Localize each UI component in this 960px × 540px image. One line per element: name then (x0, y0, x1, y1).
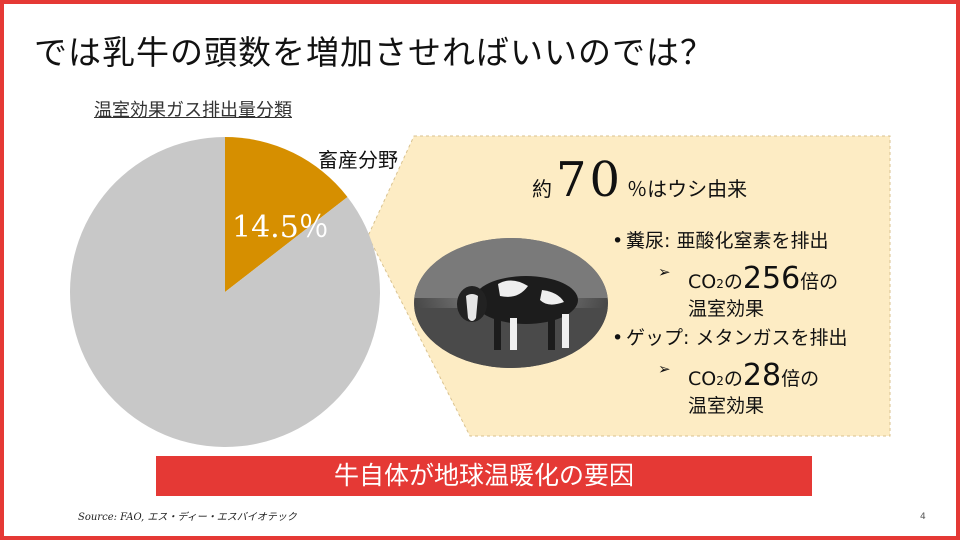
greenhouse-effect-text: 温室効果 (688, 297, 765, 320)
sub-bullet-methane: ➢ CO2の28倍の 温室効果 (612, 358, 847, 418)
slide-title: では乳牛の頭数を増加させればいいのでは？ (34, 33, 714, 72)
times-of: 倍の (781, 368, 820, 391)
cow-photo (414, 238, 608, 368)
arrow-icon: ➢ (658, 360, 671, 379)
co2-subscript: 2 (716, 374, 724, 389)
headline-number: 70 (556, 152, 624, 208)
co2-text: CO (688, 271, 717, 294)
co2-subscript: 2 (716, 277, 724, 292)
co2-of: の (723, 368, 743, 391)
source-note: Source: FAO, エス・ディー・エスバイオテック (78, 512, 297, 523)
sub-bullet-n2o: ➢ CO2の256倍の 温室効果 (612, 261, 847, 321)
headline-prefix: 約 (532, 177, 552, 201)
bullet-list: 糞尿: 亜酸化窒素を排出 ➢ CO2の256倍の 温室効果 ゲップ: メタンガス… (612, 230, 847, 418)
pie-slice-other (70, 137, 380, 447)
pie-slice-name: 畜産分野 (318, 148, 398, 172)
co2-text: CO (688, 368, 717, 391)
arrow-icon: ➢ (658, 263, 671, 282)
pie-slices (70, 137, 380, 447)
cow-illustration (414, 238, 608, 368)
headline-suffix: ％はウシ由来 (627, 177, 748, 201)
pie-slice-livestock (225, 137, 348, 292)
multiplier-28: 28 (742, 358, 782, 394)
times-of: 倍の (800, 271, 839, 294)
page-number: 4 (920, 512, 926, 522)
multiplier-256: 256 (742, 261, 801, 297)
headline-stat: 約70 ％はウシ由来 (532, 152, 747, 208)
co2-of: の (723, 271, 743, 294)
bullet-burp: ゲップ: メタンガスを排出 (612, 327, 847, 350)
pie-slice-label: 14.5％ (232, 210, 329, 245)
bullet-manure: 糞尿: 亜酸化窒素を排出 (612, 230, 847, 253)
greenhouse-effect-text: 温室効果 (688, 394, 765, 417)
conclusion-banner: 牛自体が地球温暖化の要因 (156, 456, 812, 496)
chart-title: 温室効果ガス排出量分類 (94, 100, 292, 121)
